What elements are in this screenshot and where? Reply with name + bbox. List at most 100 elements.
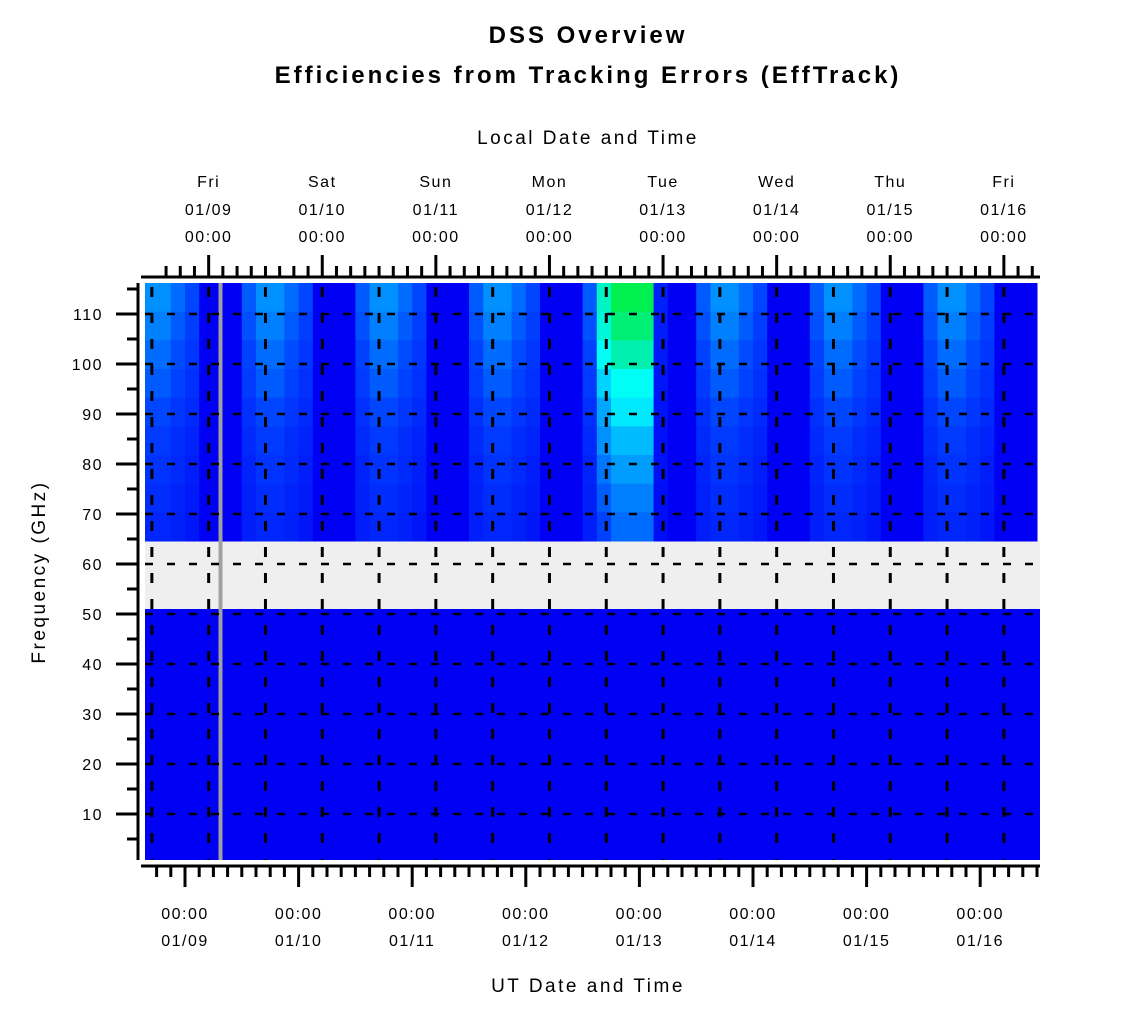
top-tick-date: 01/13 <box>639 202 687 219</box>
heatmap-cell <box>852 340 868 370</box>
heatmap-cell <box>156 483 172 513</box>
top-tick-day: Wed <box>758 174 795 191</box>
heatmap-cell <box>795 311 811 341</box>
heatmap-cell <box>767 283 782 313</box>
heatmap-cell <box>469 311 484 341</box>
heatmap-cell <box>582 369 598 399</box>
heatmap-cell <box>696 283 711 313</box>
heatmap-cell <box>809 455 825 485</box>
heatmap-cell <box>355 397 371 427</box>
heatmap-cell <box>170 397 186 427</box>
heatmap-cell <box>270 283 285 313</box>
heatmap-cell <box>880 455 896 485</box>
heatmap-cell <box>1022 512 1038 542</box>
heatmap-cell <box>625 426 640 456</box>
bottom-tick-time: 00:00 <box>388 906 436 923</box>
heatmap-cell <box>596 340 612 370</box>
heatmap-cell <box>909 311 924 341</box>
no-data-time-line <box>218 283 223 860</box>
heatmap-cell <box>852 512 868 542</box>
heatmap-cell <box>383 483 399 513</box>
heatmap-cell <box>156 455 172 485</box>
heatmap-cell <box>838 311 853 341</box>
heatmap-cell <box>440 397 456 427</box>
heatmap-cell <box>880 483 896 513</box>
top-tick-day: Fri <box>992 174 1015 191</box>
heatmap-cell <box>256 455 271 485</box>
heatmap-cell <box>738 340 754 370</box>
heatmap-cell <box>454 397 470 427</box>
heatmap-cell <box>540 311 555 341</box>
heatmap-cell <box>145 283 158 313</box>
heatmap-cell <box>611 483 626 513</box>
heatmap-cell <box>809 340 825 370</box>
heatmap-cell <box>227 397 243 427</box>
heatmap-cell <box>156 512 172 542</box>
heatmap-cell <box>145 369 158 399</box>
heatmap-cell <box>582 283 598 313</box>
heatmap-cell <box>426 426 442 456</box>
heatmap-cell <box>724 340 740 370</box>
heatmap-cell <box>767 397 782 427</box>
heatmap-cell <box>923 426 939 456</box>
heatmap-cell <box>327 397 342 427</box>
y-tick-label: 20 <box>82 757 103 774</box>
heatmap-cell <box>582 340 598 370</box>
heatmap-cell <box>653 455 669 485</box>
heatmap-cell <box>554 483 569 513</box>
heatmap-cell <box>241 369 257 399</box>
heatmap-cell <box>270 340 285 370</box>
heatmap-cell <box>312 283 328 313</box>
heatmap-cell <box>738 512 754 542</box>
heatmap-cell <box>454 369 470 399</box>
heatmap-cell <box>951 455 967 485</box>
heatmap-cell <box>270 397 285 427</box>
heatmap-cell <box>653 397 669 427</box>
heatmap-cell <box>170 283 186 313</box>
y-tick-label: 30 <box>82 707 103 724</box>
heatmap-cells <box>145 283 1040 860</box>
heatmap-cell <box>369 311 385 341</box>
heatmap-cell <box>838 397 853 427</box>
heatmap-cell <box>1008 397 1024 427</box>
bottom-tick-date: 01/15 <box>843 933 891 950</box>
heatmap-cell <box>284 455 300 485</box>
heatmap-cell <box>895 426 910 456</box>
heatmap-cell <box>554 455 569 485</box>
heatmap-cell <box>625 483 640 513</box>
heatmap-cell <box>611 397 626 427</box>
heatmap-cell <box>980 340 995 370</box>
heatmap-cell <box>199 397 214 427</box>
heatmap-cell <box>170 483 186 513</box>
heatmap-cell <box>540 512 555 542</box>
heatmap-cell <box>710 483 726 513</box>
heatmap-cell <box>355 340 371 370</box>
heatmap-cell <box>767 455 782 485</box>
heatmap-cell <box>909 483 924 513</box>
heatmap-cell <box>582 426 598 456</box>
heatmap-cell <box>966 311 981 341</box>
heatmap-cell <box>937 483 953 513</box>
heatmap-cell <box>923 369 939 399</box>
heatmap-cell <box>1008 369 1024 399</box>
heatmap-cell <box>895 283 910 313</box>
heatmap-cell <box>440 369 456 399</box>
heatmap-cell <box>554 340 569 370</box>
heatmap-cell <box>355 512 371 542</box>
heatmap-cell <box>199 369 214 399</box>
heatmap-cell <box>781 483 797 513</box>
heatmap-cell <box>145 340 158 370</box>
heatmap-cell <box>525 340 541 370</box>
heatmap-cell <box>611 340 626 370</box>
heatmap-cell <box>355 483 371 513</box>
heatmap-cell <box>426 311 442 341</box>
heatmap-cell <box>966 455 981 485</box>
heatmap-cell <box>383 426 399 456</box>
heatmap-cell <box>398 283 413 313</box>
heatmap-cell <box>923 455 939 485</box>
heatmap-cell <box>185 426 200 456</box>
y-tick-label: 60 <box>82 557 103 574</box>
heatmap-cell <box>966 283 981 313</box>
heatmap-cell <box>156 311 172 341</box>
heatmap-cell <box>227 283 243 313</box>
